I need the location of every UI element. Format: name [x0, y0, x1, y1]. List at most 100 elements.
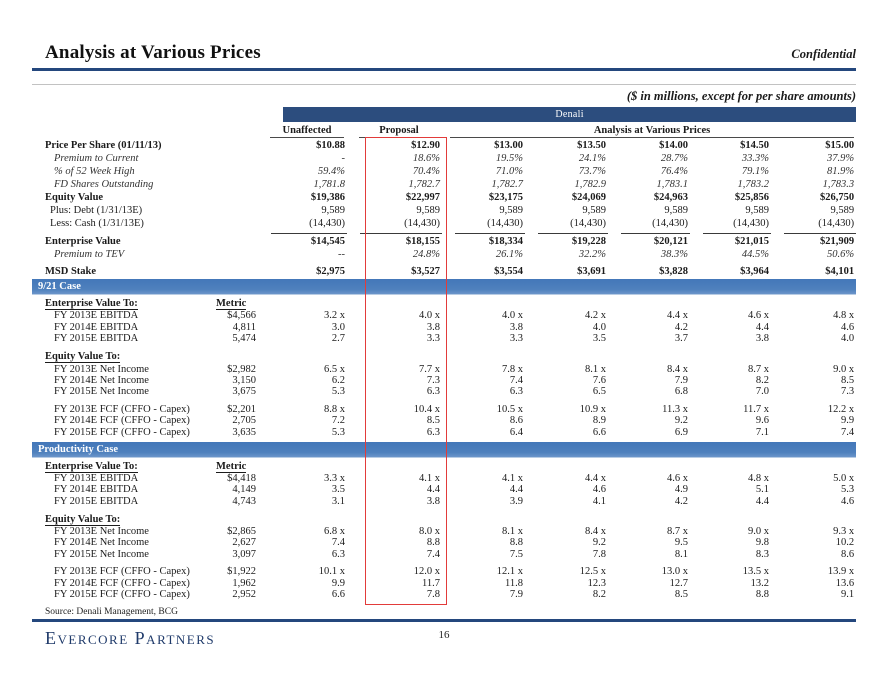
analysis-table: Denali Unaffected Proposal Analysis at V… [32, 106, 857, 601]
value-cell: 33.3% [741, 153, 769, 164]
value-cell: 12.7 [669, 577, 688, 589]
row-label: FY 2015E FCF (CFFO - Capex) [54, 426, 190, 438]
value-cell: 4.2 x [585, 310, 606, 322]
row-label: FY 2013E Net Income [54, 526, 149, 538]
table-row: FD Shares Outstanding 1,781.8 1,782.7 1,782… [32, 177, 856, 190]
metric-cell: $2,982 [227, 363, 256, 375]
value-cell: 71.0% [495, 166, 523, 177]
metric-cell: 2,705 [232, 415, 256, 427]
value-cell: 6.5 x [324, 363, 345, 375]
value-cell: 9.9 [840, 415, 855, 427]
value-cell: 1,782.9 [574, 179, 607, 190]
column-header-avp: Analysis at Various Prices [450, 125, 855, 138]
value-cell: 5.0 x [833, 472, 855, 484]
row-label: Price Per Share (01/11/13) [45, 140, 162, 151]
confidential-label: Confidential [791, 47, 856, 61]
table-row: FY 2013E EBITDA $4,418 3.3 x 4.1 x 4.1 x 4.4 … [32, 473, 856, 484]
row-label: Plus: Debt (1/31/13E) [50, 205, 143, 216]
value-cell: 8.8 [509, 537, 523, 549]
value-cell: 37.9% [826, 153, 855, 164]
table-row: FY 2014E FCF (CFFO - Capex) 2,705 7.2 8.5 8.… [32, 415, 856, 426]
value-cell: (14,430) [652, 218, 688, 229]
table-row: Premium to Current - 18.6% 19.5% 24.1% 28.7% 3… [32, 151, 856, 164]
value-cell: 6.3 [509, 386, 523, 398]
company-band: Denali [283, 107, 857, 122]
value-cell: $3,527 [411, 266, 440, 277]
row-label: FY 2015E EBITDA [54, 333, 139, 345]
value-cell: 7.6 [592, 374, 606, 386]
page-title: Analysis at Various Prices [45, 42, 261, 63]
value-cell: 6.3 [426, 426, 440, 438]
value-cell: 4.0 x [419, 310, 440, 322]
value-cell: 9,589 [664, 205, 688, 216]
row-label: FY 2013E Net Income [54, 363, 149, 375]
group-header: Enterprise Value To: [45, 460, 138, 473]
value-cell: 8.5 [840, 374, 855, 386]
value-cell: -- [338, 249, 345, 260]
value-cell: 6.3 [426, 386, 440, 398]
value-cell: 6.3 [331, 548, 345, 560]
value-cell: 3.8 [509, 321, 523, 333]
value-cell: 8.6 [840, 548, 855, 560]
section-band-row: Productivity Case [32, 441, 857, 458]
row-label: Less: Cash (1/31/13E) [50, 218, 144, 229]
value-cell: 11.7 [422, 577, 440, 589]
row-label: Premium to TEV [54, 249, 125, 260]
value-cell: $14.50 [740, 140, 769, 151]
row-label: FY 2014E EBITDA [54, 484, 139, 496]
table-row: FY 2013E Net Income $2,982 6.5 x 7.7 x 7.8 x… [32, 363, 856, 375]
value-cell: - [341, 153, 346, 164]
section-band-row: 9/21 Case [32, 279, 857, 295]
value-cell: 5.3 [331, 426, 345, 438]
value-cell: 10.9 x [579, 403, 606, 415]
value-cell: 4.4 [426, 484, 440, 496]
value-cell: 6.6 [331, 589, 345, 601]
table-row: FY 2015E Net Income 3,675 5.3 6.3 6.3 6.5 6.8 7… [32, 386, 856, 397]
value-cell: 7.9 [509, 589, 523, 601]
footer-rule [32, 619, 856, 622]
value-cell: $14,545 [271, 233, 347, 247]
source-note: Source: Denali Management, BCG [45, 607, 178, 618]
value-cell: $2,975 [316, 266, 345, 277]
page-number: 16 [438, 629, 450, 641]
value-cell: 3.0 [331, 321, 345, 333]
footer: Evercore Partners 16 [32, 619, 856, 649]
value-cell: $15.00 [825, 140, 855, 151]
value-cell: 10.1 x [318, 566, 345, 578]
value-cell: 7.8 [426, 589, 440, 601]
value-cell: 7.3 [426, 374, 440, 386]
row-label: FY 2014E FCF (CFFO - Capex) [54, 577, 190, 589]
value-cell: 7.5 [509, 548, 523, 560]
value-cell: 9.6 [755, 415, 769, 427]
value-cell: 24.8% [412, 249, 440, 260]
header-rule-thin [32, 84, 856, 85]
value-cell: 4.9 [674, 484, 688, 496]
table-row: FY 2015E FCF (CFFO - Capex) 3,635 5.3 6.3 6.… [32, 426, 856, 438]
value-cell: 3.1 [331, 495, 345, 507]
table-row: FY 2014E EBITDA 4,149 3.5 4.4 4.4 4.6 4.9 5.1 5.… [32, 484, 856, 495]
table-row: FY 2015E EBITDA 4,743 3.1 3.8 3.9 4.1 4.2 4.4 4.… [32, 495, 856, 507]
value-cell: 9,589 [582, 205, 606, 216]
column-header-proposal: Proposal [359, 125, 439, 138]
header: Analysis at Various Prices Confidential [32, 42, 856, 71]
group-header: Equity Value To: [45, 351, 121, 364]
metric-cell: 1,962 [232, 577, 256, 589]
value-cell: 44.5% [741, 249, 769, 260]
table-row: FY 2013E Net Income $2,865 6.8 x 8.0 x 8.1 x… [32, 526, 856, 537]
value-cell: 50.6% [826, 249, 855, 260]
value-cell: 9.2 [592, 537, 606, 549]
value-cell: 9.2 [674, 415, 688, 427]
value-cell: 4.0 [840, 333, 855, 345]
value-cell: 12.3 [587, 577, 606, 589]
value-cell: 38.3% [660, 249, 688, 260]
value-cell: 4.2 [674, 321, 688, 333]
value-cell: 7.7 x [419, 363, 440, 375]
value-cell: 8.8 x [324, 403, 345, 415]
value-cell: $13.50 [577, 140, 606, 151]
value-cell: 3.9 [509, 495, 523, 507]
value-cell: 10.4 x [413, 403, 440, 415]
value-cell: 8.9 [592, 415, 606, 427]
value-cell: 8.5 [426, 415, 440, 427]
value-cell: 8.2 [592, 589, 606, 601]
